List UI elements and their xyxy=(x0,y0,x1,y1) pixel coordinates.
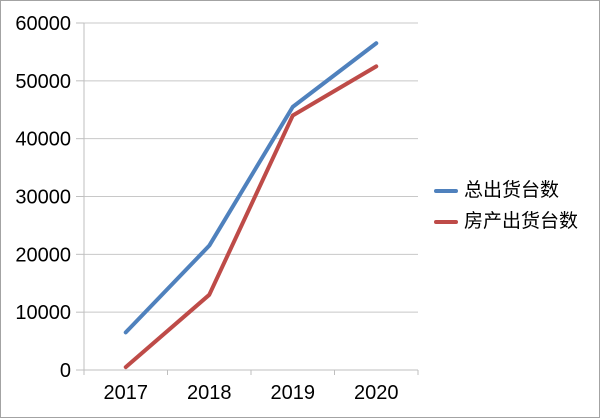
y-tick-label: 30000 xyxy=(15,187,71,209)
legend-item-property-shipments: 房产出货台数 xyxy=(434,209,578,235)
x-tick-label: 2018 xyxy=(187,382,232,404)
legend-line-marker xyxy=(434,220,458,224)
y-tick-label: 40000 xyxy=(15,129,71,151)
y-tick-label: 50000 xyxy=(15,71,71,93)
legend-label: 总出货台数 xyxy=(464,180,560,201)
x-tick-label: 2017 xyxy=(104,382,149,404)
legend-item-total-shipments: 总出货台数 xyxy=(434,178,578,204)
y-tick-label: 0 xyxy=(60,360,71,382)
legend: 总出货台数 房产出货台数 xyxy=(434,178,578,235)
y-tick-label: 60000 xyxy=(15,13,71,35)
y-tick-label: 20000 xyxy=(15,244,71,266)
y-tick-label: 10000 xyxy=(15,302,71,324)
legend-label: 房产出货台数 xyxy=(464,211,579,232)
legend-line-marker xyxy=(434,189,458,193)
series-line-0 xyxy=(123,41,379,335)
x-tick-label: 2020 xyxy=(354,382,399,404)
series-line-1 xyxy=(123,64,379,370)
x-tick-label: 2019 xyxy=(271,382,316,404)
